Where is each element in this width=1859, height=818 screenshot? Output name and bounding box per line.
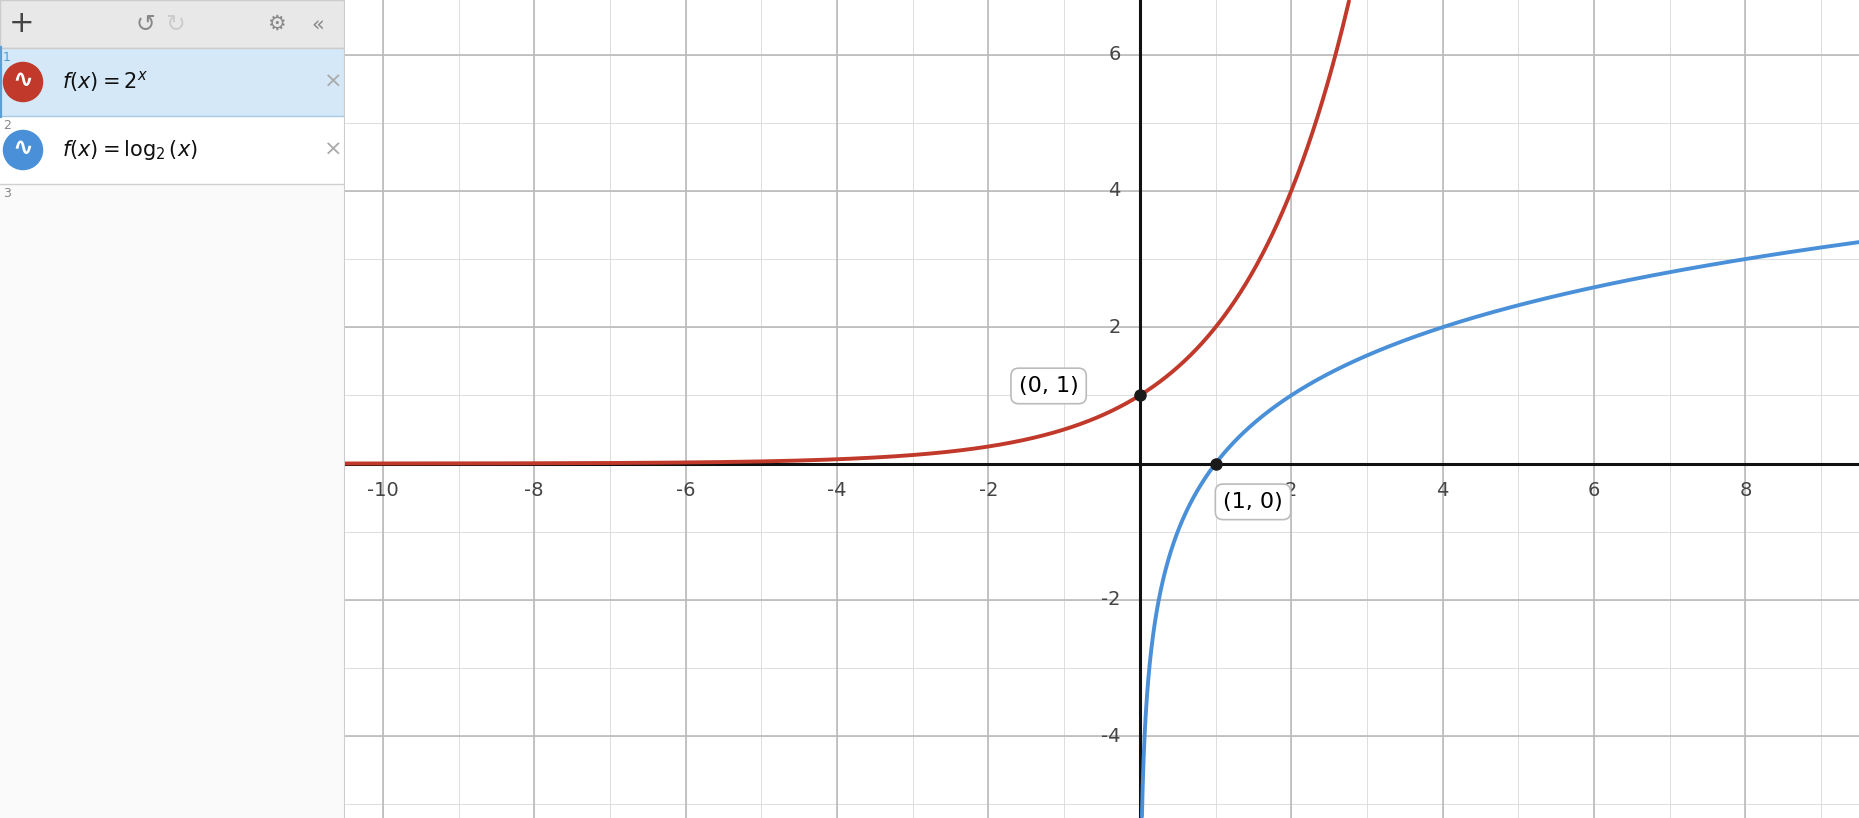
Text: 3: 3 — [4, 187, 11, 200]
Text: 2: 2 — [1285, 480, 1298, 500]
Text: 4: 4 — [1437, 480, 1448, 500]
Text: -6: -6 — [677, 480, 695, 500]
Text: -10: -10 — [366, 480, 398, 500]
Text: 4: 4 — [1108, 182, 1121, 200]
Text: -4: -4 — [1101, 726, 1121, 746]
Text: 6: 6 — [1108, 45, 1121, 64]
Text: ×: × — [323, 140, 342, 160]
Text: -2: -2 — [978, 480, 998, 500]
Circle shape — [2, 62, 43, 102]
Text: (1, 0): (1, 0) — [1223, 492, 1283, 512]
Text: 8: 8 — [1740, 480, 1751, 500]
Text: ∿: ∿ — [13, 68, 33, 92]
Bar — [0, 116, 346, 184]
Bar — [0, 184, 346, 818]
Text: ×: × — [323, 72, 342, 92]
Bar — [0, 0, 346, 48]
Text: +: + — [9, 10, 35, 38]
Text: $f(x) = \log_2(x)$: $f(x) = \log_2(x)$ — [61, 138, 197, 162]
Text: «: « — [312, 14, 323, 34]
Circle shape — [2, 130, 43, 170]
Text: 2: 2 — [1108, 317, 1121, 337]
Text: ∿: ∿ — [13, 136, 33, 160]
Text: (0, 1): (0, 1) — [1019, 376, 1078, 396]
Text: ↻: ↻ — [165, 12, 184, 36]
Text: -4: -4 — [827, 480, 848, 500]
Text: 6: 6 — [1588, 480, 1601, 500]
Text: -8: -8 — [524, 480, 545, 500]
Text: 2: 2 — [4, 119, 11, 132]
Text: 1: 1 — [4, 51, 11, 64]
Text: ↺: ↺ — [136, 12, 154, 36]
Bar — [0, 48, 346, 116]
Text: $f(x) = 2^x$: $f(x) = 2^x$ — [61, 70, 149, 95]
Text: ⚙: ⚙ — [266, 14, 286, 34]
Text: -2: -2 — [1101, 591, 1121, 609]
